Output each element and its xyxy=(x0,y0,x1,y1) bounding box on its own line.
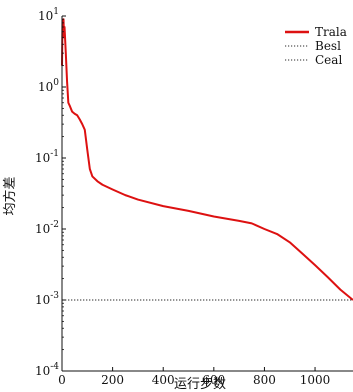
y-tick-label: 10-2 xyxy=(35,220,59,236)
x-tick-label: 600 xyxy=(202,373,225,387)
y-tick-label: 10-4 xyxy=(35,362,59,378)
y-tick-label: 10-1 xyxy=(35,149,59,165)
series-layer xyxy=(61,18,353,301)
legend-label: Trala xyxy=(315,25,347,39)
x-ticks: 0 200 400 600 800 1000 xyxy=(58,367,330,387)
series-line-trala xyxy=(61,18,353,301)
y-ticks: 101 100 10-1 10-2 10-3 10-4 xyxy=(35,7,66,378)
x-axis-title: 运行步数 xyxy=(174,377,226,392)
y-tick-label: 100 xyxy=(38,78,59,94)
legend-label: Besl xyxy=(315,39,341,53)
x-tick-label: 400 xyxy=(152,373,175,387)
x-tick-label: 200 xyxy=(101,373,124,387)
axes xyxy=(61,16,353,372)
x-tick-label: 1000 xyxy=(300,373,331,387)
legend-label: Ceal xyxy=(315,53,342,67)
y-tick-label: 101 xyxy=(38,7,59,23)
y-tick-label: 10-3 xyxy=(35,291,59,307)
x-tick-label: 0 xyxy=(58,373,66,387)
x-tick-label: 800 xyxy=(253,373,276,387)
y-axis-title: 均方差 xyxy=(2,176,18,215)
